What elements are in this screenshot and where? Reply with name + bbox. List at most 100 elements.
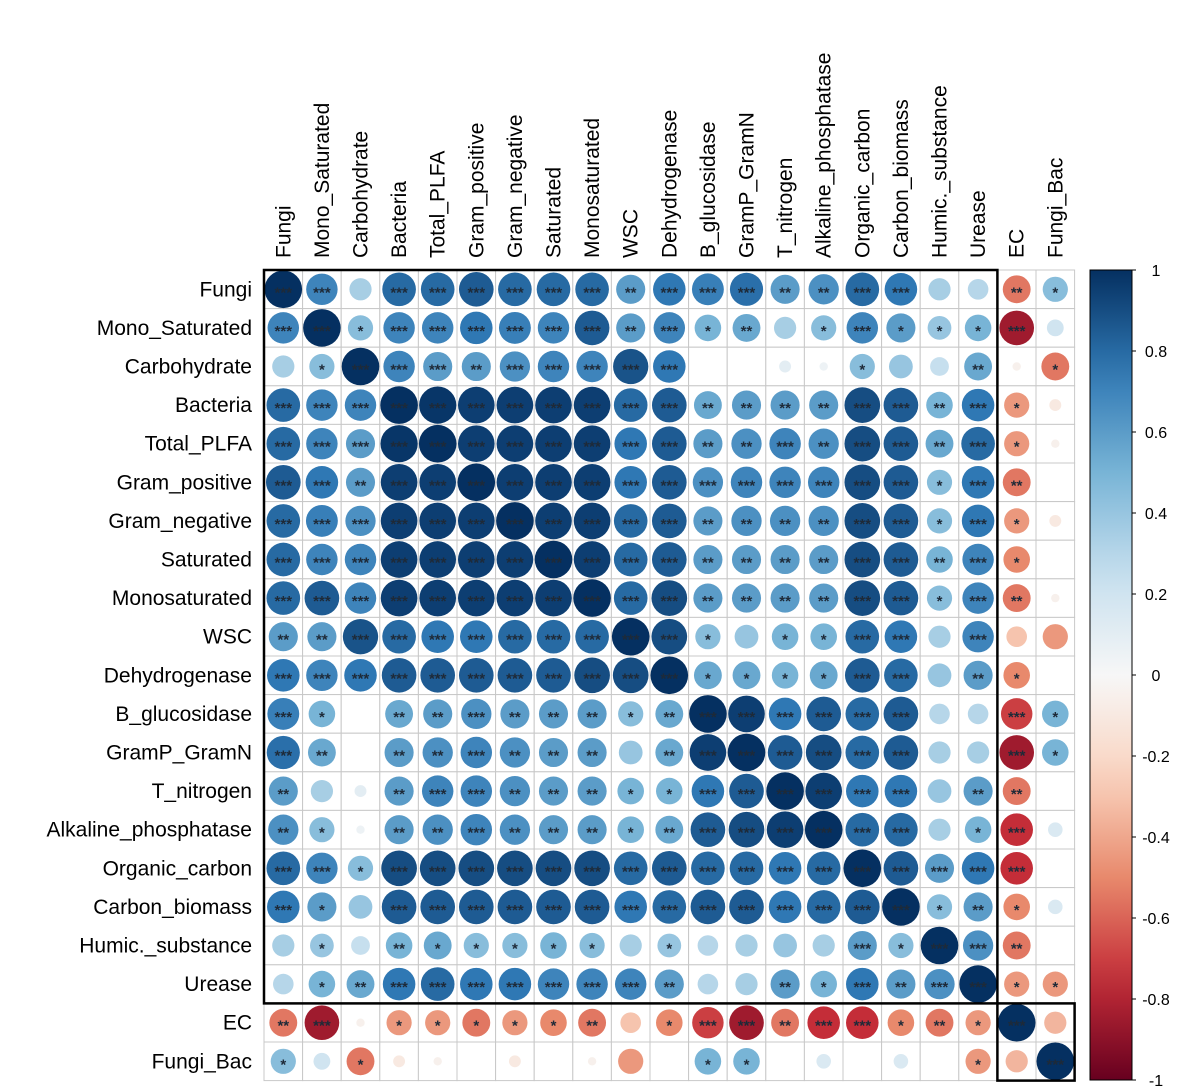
significance-star: *** xyxy=(738,709,756,726)
significance-star: *** xyxy=(390,400,408,417)
significance-star: ** xyxy=(972,670,984,687)
corr-circle-EC-Urease xyxy=(965,1010,991,1036)
corr-circle-Dehydrogenase-EC xyxy=(1003,662,1030,689)
corr-circle-Monosaturated-Carbohydrate xyxy=(344,582,377,614)
corr-circle-T_nitrogen-Alkaline_phosphatase xyxy=(805,772,843,810)
col-label-Fungi_Bac: Fungi_Bac xyxy=(1044,158,1067,258)
colorbar-tick-label: -0.4 xyxy=(1142,830,1170,847)
significance-star: ** xyxy=(355,979,367,996)
significance-star: *** xyxy=(352,400,370,417)
corr-circle-Alkaline_phosphatase-Saturated xyxy=(538,815,569,845)
corr-circle-Humic._substance-Humic._substance xyxy=(920,926,959,965)
corr-circle-Urease-Alkaline_phosphatase xyxy=(810,970,837,998)
corr-circle-Urease-Saturated xyxy=(537,968,570,1000)
significance-star: *** xyxy=(583,979,601,996)
significance-star: *** xyxy=(468,786,486,803)
significance-star: ** xyxy=(934,400,946,417)
corr-circle-EC-EC xyxy=(997,1003,1036,1042)
corr-circle-Gram_negative-Monosaturated xyxy=(573,502,611,540)
col-label-Urease: Urease xyxy=(967,190,990,258)
grid-cell xyxy=(1035,539,1076,580)
row-label-Bacteria: Bacteria xyxy=(175,394,252,417)
significance-star: ** xyxy=(702,555,714,572)
corr-circle-T_nitrogen-Dehydrogenase xyxy=(656,777,683,805)
corr-circle-Total_PLFA-EC xyxy=(1004,431,1030,457)
significance-star: *** xyxy=(776,786,794,803)
cluster-boxes xyxy=(262,268,1076,1082)
significance-star: *** xyxy=(661,593,679,610)
significance-star: *** xyxy=(661,902,679,919)
corr-circle-T_nitrogen-Urease xyxy=(963,776,993,806)
col-label-Alkaline_phosphatase: Alkaline_phosphatase xyxy=(813,53,836,258)
significance-star: *** xyxy=(1008,748,1026,765)
significance-star: * xyxy=(782,670,788,687)
significance-star: *** xyxy=(506,632,524,649)
significance-star: *** xyxy=(661,439,679,456)
corr-circle-Alkaline_phosphatase-WSC xyxy=(617,816,644,843)
significance-star: * xyxy=(473,941,479,958)
significance-star: *** xyxy=(429,555,447,572)
significance-star: *** xyxy=(622,516,640,533)
corr-circle-Total_PLFA-Dehydrogenase xyxy=(651,426,687,462)
corr-circle-EC-Carbohydrate xyxy=(356,1018,365,1027)
grid-cell xyxy=(919,887,960,927)
significance-star: *** xyxy=(892,593,910,610)
significance-star: *** xyxy=(275,555,293,572)
significance-star: *** xyxy=(892,439,910,456)
significance-star: *** xyxy=(506,400,524,417)
col-label-Mono_Saturated: Mono_Saturated xyxy=(311,103,334,258)
significance-star: *** xyxy=(275,670,293,687)
row-label-Monosaturated: Monosaturated xyxy=(112,587,252,610)
significance-star: ** xyxy=(818,593,830,610)
col-label-Total_PLFA: Total_PLFA xyxy=(427,151,450,258)
grid-cell xyxy=(456,1041,497,1082)
significance-star: *** xyxy=(969,979,987,996)
significance-star: *** xyxy=(931,863,949,880)
significance-star: *** xyxy=(854,863,872,880)
corr-circle-Fungi-Dehydrogenase xyxy=(653,273,686,306)
col-label-EC: EC xyxy=(1006,229,1029,258)
colorbar-tick-label: 0.2 xyxy=(1145,587,1167,604)
corr-circle-Carbohydrate-Saturated xyxy=(537,350,570,383)
corr-circle-Urease-EC xyxy=(1004,971,1030,997)
significance-star: *** xyxy=(390,670,408,687)
significance-star: *** xyxy=(390,516,408,533)
corr-circle-GramP_GramN-EC xyxy=(999,735,1035,770)
corr-circle-Alkaline_phosphatase-Carbon_biomass xyxy=(884,812,918,847)
corr-circle-Carbohydrate-Carbohydrate xyxy=(341,347,380,386)
corr-circle-Bacteria-Total_PLFA xyxy=(419,386,457,424)
corr-circle-EC-Monosaturated xyxy=(578,1008,607,1037)
corr-circle-Fungi_Bac-Total_PLFA xyxy=(433,1057,442,1066)
corr-circle-Bacteria-Organic_carbon xyxy=(844,387,881,423)
corr-circle-Gram_negative-T_nitrogen xyxy=(769,505,801,537)
corr-circle-Fungi-Gram_negative xyxy=(498,272,532,307)
corr-circle-EC-Gram_negative xyxy=(502,1010,528,1036)
corr-circle-Humic._substance-WSC xyxy=(619,934,642,957)
significance-star: *** xyxy=(545,902,563,919)
significance-star: ** xyxy=(432,825,444,842)
corr-circle-Alkaline_phosphatase-Monosaturated xyxy=(577,815,607,845)
significance-star: *** xyxy=(622,863,640,880)
significance-star: *** xyxy=(390,284,408,301)
significance-star: *** xyxy=(313,323,331,340)
corr-circle-Carbon_biomass-Fungi xyxy=(267,890,300,924)
corr-circle-Gram_negative-Fungi xyxy=(266,504,301,538)
corr-circle-Carbon_biomass-Gram_negative xyxy=(497,889,533,925)
corr-circle-Gram_negative-Urease xyxy=(961,504,995,538)
corr-circle-Bacteria-Gram_negative xyxy=(496,386,534,424)
corr-circle-WSC-WSC xyxy=(611,617,650,656)
corr-circle-Monosaturated-B_glucosidase xyxy=(693,583,723,613)
corr-circle-Carbon_biomass-EC xyxy=(1003,893,1030,921)
significance-star: *** xyxy=(275,400,293,417)
significance-star: *** xyxy=(699,709,717,726)
significance-star: * xyxy=(975,1056,981,1073)
significance-star: *** xyxy=(583,362,601,379)
col-label-Organic_carbon: Organic_carbon xyxy=(851,109,874,258)
corr-circle-B_glucosidase-Organic_carbon xyxy=(845,697,880,731)
corr-circle-Carbon_biomass-Humic._substance xyxy=(926,894,953,920)
corr-circle-EC-B_glucosidase xyxy=(692,1006,724,1039)
col-label-Carbon_biomass: Carbon_biomass xyxy=(890,99,913,258)
grid-cell xyxy=(533,1041,574,1082)
corr-circle-WSC-Gram_positive xyxy=(460,620,493,653)
corr-circle-Humic._substance-Monosaturated xyxy=(579,932,605,959)
